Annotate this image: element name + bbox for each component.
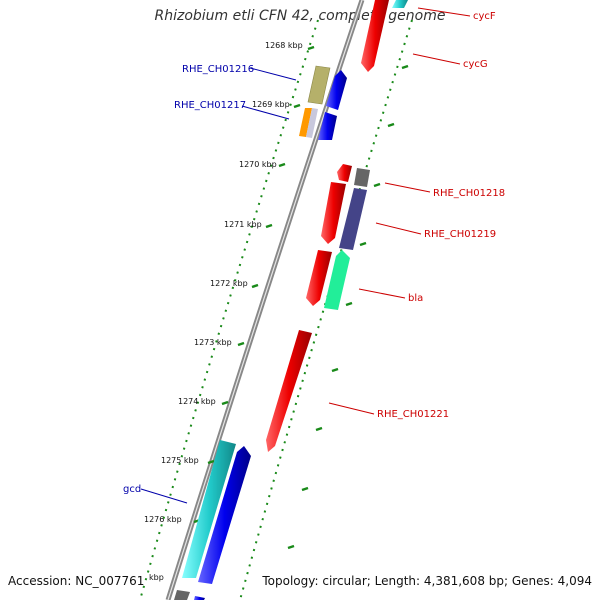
label-cycF[interactable]: cycF	[473, 11, 496, 22]
label-RHE_CH01221[interactable]: RHE_CH01221	[377, 409, 449, 420]
label-gcd[interactable]: gcd	[123, 484, 141, 495]
tick-marks	[193, 45, 409, 550]
gene-RHE_CH01216-blue[interactable]	[326, 70, 347, 110]
tick-label-1272: 1272 kbp	[210, 279, 248, 288]
gene-bottom-blue[interactable]	[194, 596, 205, 600]
label-RHE_CH01217[interactable]: RHE_CH01217	[174, 100, 246, 111]
label-RHE_CH01218[interactable]: RHE_CH01218	[433, 188, 505, 199]
label-bla[interactable]: bla	[408, 293, 423, 304]
gene-bla-mint[interactable]	[324, 250, 350, 310]
gene-cycF[interactable]	[392, 0, 408, 8]
tick-label-1273: 1273 kbp	[194, 338, 232, 347]
gene-bla-red[interactable]	[306, 250, 332, 306]
leader-lines	[140, 7, 471, 504]
gene-bottom-gray[interactable]	[174, 590, 190, 600]
tick-label-1271: 1271 kbp	[224, 220, 262, 229]
tick-label-1269: 1269 kbp	[252, 100, 290, 109]
gene-RHE_CH01218-gray[interactable]	[354, 168, 370, 187]
gene-RHE_CH01216-olive[interactable]	[307, 65, 331, 105]
tick-label-1274: 1274 kbp	[178, 397, 216, 406]
gene-RHE_CH01219-slate[interactable]	[339, 188, 367, 250]
gene-cycG[interactable]	[361, 0, 389, 72]
tick-label-1268: 1268 kbp	[265, 41, 303, 50]
gene-gcd-blue[interactable]	[198, 446, 251, 584]
gene-RHE_CH01219-red[interactable]	[321, 182, 346, 244]
gene-RHE_CH01217-lavender[interactable]	[306, 108, 318, 138]
gene-RHE_CH01217-blue[interactable]	[318, 112, 337, 140]
gene-RHE_CH01221[interactable]	[266, 330, 312, 452]
gene-gcd-cyan[interactable]	[182, 440, 236, 578]
label-cycG[interactable]: cycG	[463, 59, 488, 70]
gene-RHE_CH01218-red[interactable]	[337, 164, 352, 182]
topology-text: Topology: circular; Length: 4,381,608 bp…	[262, 574, 592, 588]
accession-text: Accession: NC_007761	[8, 574, 145, 588]
gene-RHE_CH01217-orange[interactable]	[299, 108, 312, 137]
tick-label-1270: 1270 kbp	[239, 160, 277, 169]
tick-label-1275: 1275 kbp	[161, 456, 199, 465]
tick-label-partial: kbp	[149, 573, 164, 582]
label-RHE_CH01219[interactable]: RHE_CH01219	[424, 229, 496, 240]
tick-label-1276: 1276 kbp	[144, 515, 182, 524]
label-RHE_CH01216[interactable]: RHE_CH01216	[182, 64, 254, 75]
